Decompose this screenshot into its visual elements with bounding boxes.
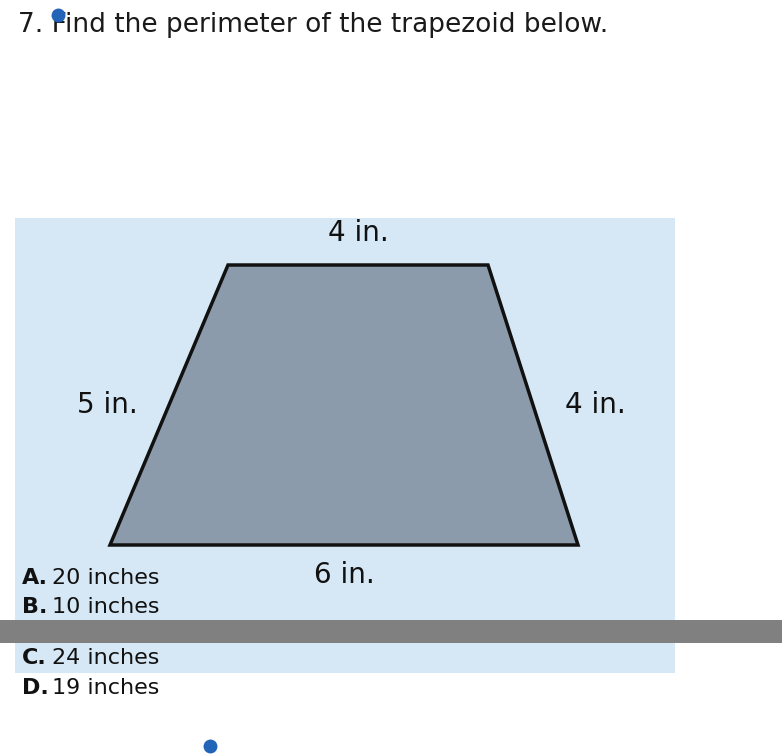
Text: 19 inches: 19 inches xyxy=(52,678,160,698)
Text: B.: B. xyxy=(22,597,48,617)
Text: 10 inches: 10 inches xyxy=(52,597,160,617)
Polygon shape xyxy=(110,265,578,545)
Text: 5 in.: 5 in. xyxy=(77,391,138,419)
Text: C.: C. xyxy=(22,648,47,668)
FancyBboxPatch shape xyxy=(0,620,782,643)
Text: 24 inches: 24 inches xyxy=(52,648,160,668)
Text: 6 in.: 6 in. xyxy=(314,561,375,589)
Text: 4 in.: 4 in. xyxy=(565,391,626,419)
Text: 4 in.: 4 in. xyxy=(328,219,389,247)
Text: A.: A. xyxy=(22,568,48,588)
Text: D.: D. xyxy=(22,678,48,698)
FancyBboxPatch shape xyxy=(15,218,675,673)
Text: 20 inches: 20 inches xyxy=(52,568,160,588)
Text: 7. Find the perimeter of the trapezoid below.: 7. Find the perimeter of the trapezoid b… xyxy=(18,12,608,38)
